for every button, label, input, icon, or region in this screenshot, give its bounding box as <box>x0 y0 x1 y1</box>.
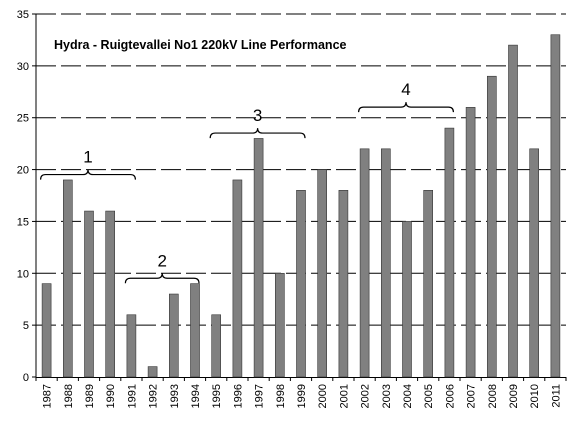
bar <box>232 179 243 378</box>
bar <box>253 138 264 378</box>
bar <box>402 221 412 378</box>
bar <box>465 107 476 378</box>
x-tick-label: 2002 <box>360 384 372 408</box>
x-tick-label: 1999 <box>296 384 308 408</box>
group-brace <box>358 102 454 113</box>
x-tick-label: 2011 <box>550 384 562 408</box>
x-tick-label: 1995 <box>211 384 223 408</box>
group-label: 1 <box>83 148 92 167</box>
group-label: 4 <box>401 80 410 99</box>
group-label: 2 <box>157 251 166 270</box>
bar <box>84 210 94 378</box>
annotations: 1 2 3 4 <box>40 80 454 284</box>
x-tick-label: 1998 <box>275 384 287 408</box>
bar <box>147 366 158 378</box>
y-tick-label: 30 <box>17 61 29 73</box>
bar <box>105 210 115 378</box>
y-tick-label: 20 <box>17 165 29 177</box>
bar <box>486 75 497 378</box>
group-brace <box>124 273 200 284</box>
bar <box>126 314 137 378</box>
x-tick-label: 2010 <box>529 384 541 408</box>
y-tick-label: 5 <box>23 320 29 332</box>
x-tick-label: 1992 <box>148 384 160 408</box>
group-label: 3 <box>253 106 262 125</box>
x-tick-label: 2006 <box>444 384 456 408</box>
x-tick-label: 1989 <box>84 384 96 408</box>
x-tick-label: 2001 <box>338 384 350 408</box>
x-tick-label: 1997 <box>254 384 266 408</box>
bar <box>423 190 434 378</box>
bar <box>444 127 455 378</box>
bar <box>211 314 221 378</box>
y-tick-label: 15 <box>17 216 29 228</box>
x-tick-label: 1990 <box>105 384 117 408</box>
bar <box>338 190 349 378</box>
x-tick-label: 1993 <box>169 384 181 408</box>
x-tick-label: 1996 <box>232 384 244 408</box>
x-tick-label: 2009 <box>508 384 520 408</box>
bar <box>380 148 391 378</box>
chart-title: Hydra - Ruigtevallei No1 220kV Line Perf… <box>54 38 347 52</box>
y-tick-label: 35 <box>17 9 29 21</box>
group-brace <box>40 169 136 180</box>
x-tick-label: 1994 <box>190 384 202 408</box>
x-tick-label: 2000 <box>317 384 329 408</box>
bar <box>359 148 370 378</box>
x-tick-label: 2005 <box>423 384 435 408</box>
group-brace <box>209 128 306 139</box>
x-tick-label: 1987 <box>42 384 54 408</box>
x-tick-label: 2003 <box>381 384 393 408</box>
y-tick-label: 0 <box>23 372 29 384</box>
bar <box>169 293 179 378</box>
bar <box>508 44 518 378</box>
bar <box>296 190 306 378</box>
bar <box>41 283 52 378</box>
y-tick-labels: 0 5 10 15 20 25 30 35 <box>17 9 29 384</box>
x-tick-label: 1991 <box>126 384 138 408</box>
y-tick-label: 25 <box>17 113 29 125</box>
bar <box>529 148 540 378</box>
x-tick-label: 2004 <box>402 384 414 408</box>
y-tick-label: 10 <box>17 268 29 280</box>
x-tick-label: 2007 <box>466 384 478 408</box>
bar <box>317 169 328 378</box>
bars <box>41 34 561 378</box>
bar <box>274 272 285 378</box>
bar <box>62 179 73 378</box>
bar <box>550 34 561 378</box>
x-tick-label: 2008 <box>487 384 499 408</box>
x-tick-labels: 1987 1988 1989 1990 1991 1992 1993 1994 1995 1996… <box>35 377 567 408</box>
bar <box>190 283 200 378</box>
x-tick-label: 1988 <box>63 384 75 408</box>
